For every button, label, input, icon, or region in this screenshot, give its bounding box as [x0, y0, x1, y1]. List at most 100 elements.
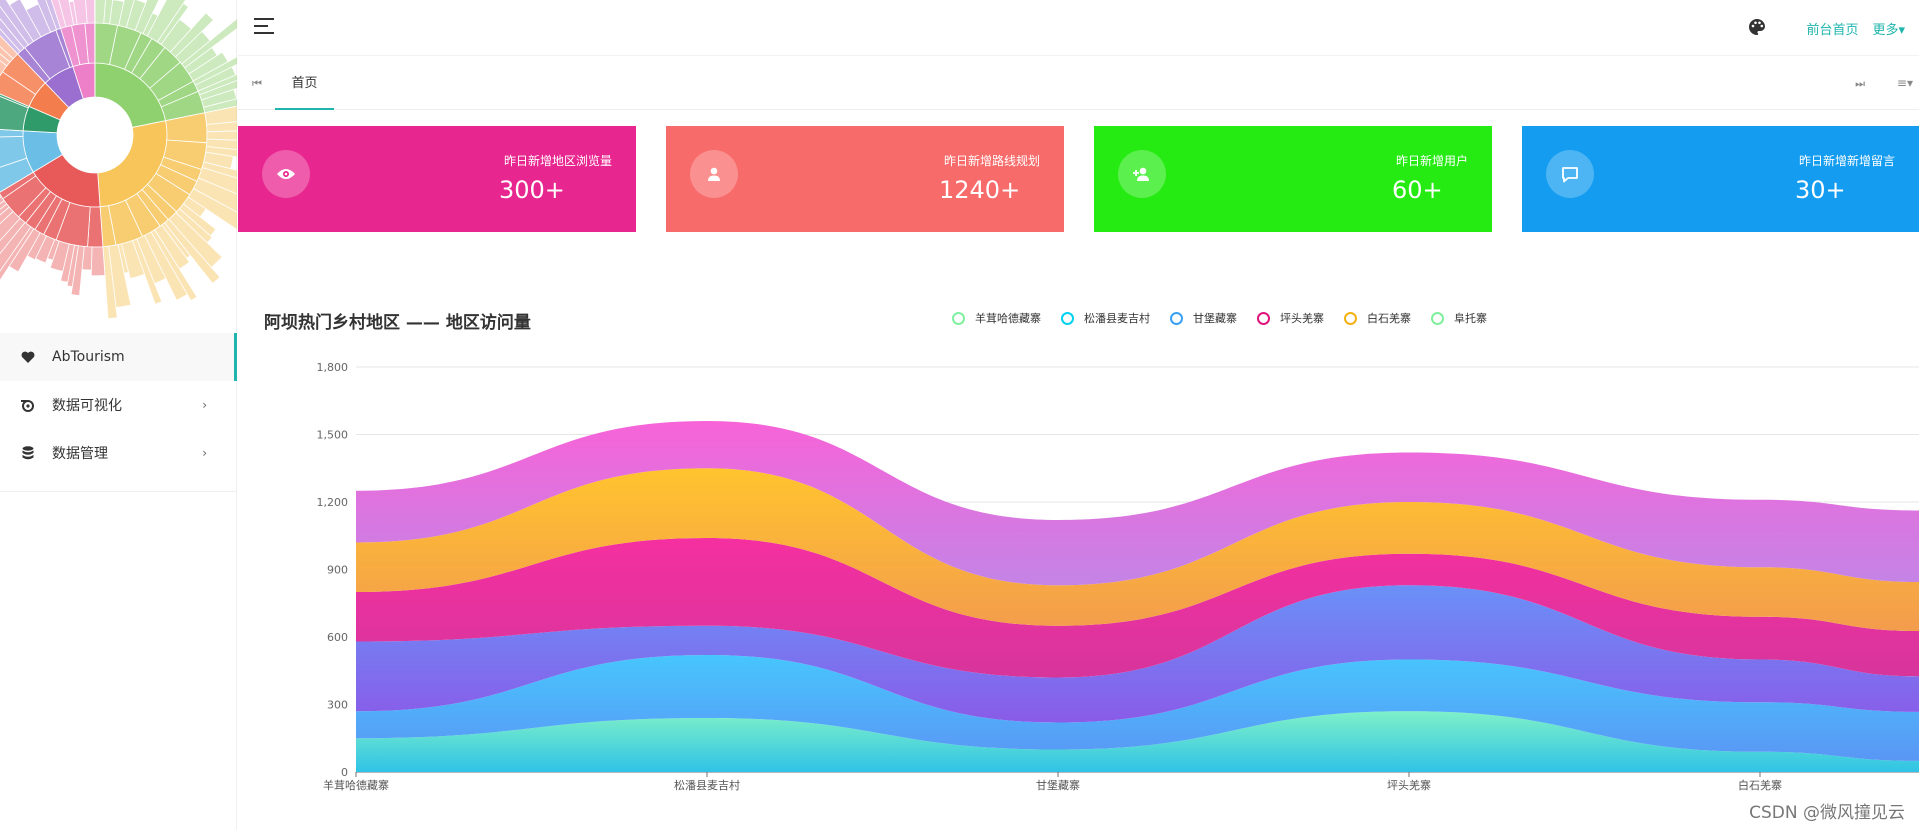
sunburst-segment [0, 0, 35, 46]
x-tick-label: 白石羌寨 [1738, 778, 1782, 792]
legend-marker [1257, 311, 1270, 325]
y-tick-label: 1,200 [317, 496, 349, 509]
sunburst-logo [0, 0, 237, 330]
sunburst-segment [168, 211, 223, 268]
area-chart: 0 300 600 900 1,200 1,500 1,800 羊茸哈德藏寨 松潘县麦吉村 甘堡藏… [238, 340, 1919, 800]
sunburst-segment [81, 246, 93, 271]
sidebar-item-data-visualization[interactable]: 数据可视化 › [0, 381, 237, 429]
stat-card-routes: 昨日新增路线规划 1240+ [666, 126, 1064, 232]
sunburst-segment [68, 0, 78, 26]
sunburst-segment [150, 229, 198, 302]
sunburst-segment [103, 0, 114, 25]
legend-item[interactable]: 白石羌寨 [1344, 310, 1411, 326]
sunburst-segment [0, 200, 8, 210]
sunburst-segment [201, 161, 237, 179]
sunburst-segment [181, 18, 237, 69]
x-tick-label: 羊茸哈德藏寨 [323, 778, 389, 792]
stat-card-value: 300+ [499, 176, 565, 204]
legend-item[interactable]: 阜托寨 [1431, 310, 1487, 326]
sunburst-segment [206, 121, 237, 133]
stat-card-messages: 昨日新增新增留言 30+ [1522, 126, 1919, 232]
sunburst-segment [72, 0, 88, 25]
sunburst-segment [46, 238, 60, 261]
chevron-right-icon: › [202, 398, 207, 412]
area-series-5 [356, 421, 1919, 586]
stat-card-label: 昨日新增用户 [1395, 154, 1468, 168]
legend-item[interactable]: 羊茸哈德藏寨 [952, 310, 1041, 326]
legend-marker [1061, 311, 1074, 325]
sidebar-item-label: 数据可视化 [52, 398, 122, 414]
y-tick-label: 600 [327, 631, 348, 644]
front-home-link[interactable]: 前台首页 [1806, 22, 1859, 38]
legend-label: 松潘县麦吉村 [1084, 312, 1150, 325]
sunburst-segment [108, 244, 132, 309]
sunburst-segment [0, 210, 21, 242]
sunburst-segment [160, 18, 192, 53]
y-tick-label: 900 [327, 564, 348, 577]
sidebar-item-abtourism[interactable]: AbTourism [0, 333, 237, 381]
sunburst-segment [169, 12, 215, 58]
sunburst-segment [192, 177, 237, 213]
database-icon [20, 445, 36, 461]
palette-icon[interactable] [1748, 18, 1768, 38]
sunburst-segment [204, 105, 237, 125]
sunburst-segment [197, 167, 237, 195]
sunburst-segment [205, 138, 237, 151]
x-tick-label: 坪头羌寨 [1387, 778, 1431, 792]
sidebar-item-label: 数据管理 [52, 446, 108, 462]
sunburst-segment [84, 22, 96, 64]
sunburst-segment [194, 66, 237, 92]
more-dropdown[interactable]: 更多▾ [1872, 22, 1905, 38]
sunburst-segment [0, 193, 2, 198]
sunburst-segment [70, 245, 85, 296]
sunburst-segment [34, 235, 56, 264]
sunburst-segment [118, 0, 135, 28]
legend-label: 坪头羌寨 [1280, 312, 1324, 325]
sunburst-segment [188, 51, 229, 82]
sunburst-segment [0, 5, 30, 49]
area-series-3 [356, 538, 1919, 678]
sunburst-segment [146, 0, 187, 43]
tab-bar: ⏮ 首页 ⏭ ≡▾ [238, 57, 1919, 110]
sunburst-segment [0, 45, 14, 63]
tab-menu-icon[interactable]: ≡▾ [1896, 76, 1913, 90]
menu-toggle-icon[interactable] [254, 18, 274, 36]
sunburst-segment [0, 195, 5, 205]
tab-scroll-left-icon[interactable]: ⏮ [252, 77, 262, 90]
legend-item[interactable]: 甘堡藏寨 [1170, 310, 1237, 326]
y-tick-label: 1,800 [317, 361, 349, 374]
tab-scroll-right-icon[interactable]: ⏭ [1855, 77, 1865, 90]
sidebar-menu: AbTourism 数据可视化 › 数据管理 › [0, 333, 237, 492]
sunburst-segment [132, 238, 163, 305]
sunburst-segment [161, 222, 191, 259]
sunburst-segment [206, 130, 237, 141]
sunburst-segment [0, 18, 25, 53]
sunburst-segment [205, 146, 237, 158]
sunburst-segment [175, 208, 213, 244]
legend-item[interactable]: 坪头羌寨 [1257, 310, 1324, 326]
sunburst-segment [184, 46, 218, 75]
sunburst-segment [36, 0, 58, 33]
chart-title: 阿坝热门乡村地区 —— 地区访问量 [264, 313, 531, 333]
sunburst-segment [49, 240, 70, 272]
sunburst-segment [134, 0, 160, 35]
sunburst-segment [0, 206, 14, 225]
sunburst-segment [0, 203, 10, 216]
sunburst-segment [58, 0, 75, 28]
sunburst-segment [0, 60, 8, 77]
sunburst-segment [0, 217, 26, 255]
message-icon [1546, 150, 1594, 198]
tab-home[interactable]: 首页 [275, 57, 334, 110]
user-icon [690, 150, 738, 198]
legend-label: 羊茸哈德藏寨 [975, 312, 1041, 325]
sunburst-segment [187, 187, 237, 231]
sunburst-segment [197, 74, 237, 96]
area-series-0 [356, 711, 1919, 772]
sidebar: AbTourism 数据可视化 › 数据管理 › [0, 0, 237, 830]
y-tick-label: 1,500 [317, 429, 349, 442]
stat-card-value: 30+ [1795, 176, 1846, 204]
legend-item[interactable]: 松潘县麦吉村 [1061, 310, 1150, 326]
legend-marker [1431, 311, 1444, 325]
sunburst-segment [0, 28, 21, 55]
sidebar-item-data-management[interactable]: 数据管理 › [0, 429, 237, 477]
